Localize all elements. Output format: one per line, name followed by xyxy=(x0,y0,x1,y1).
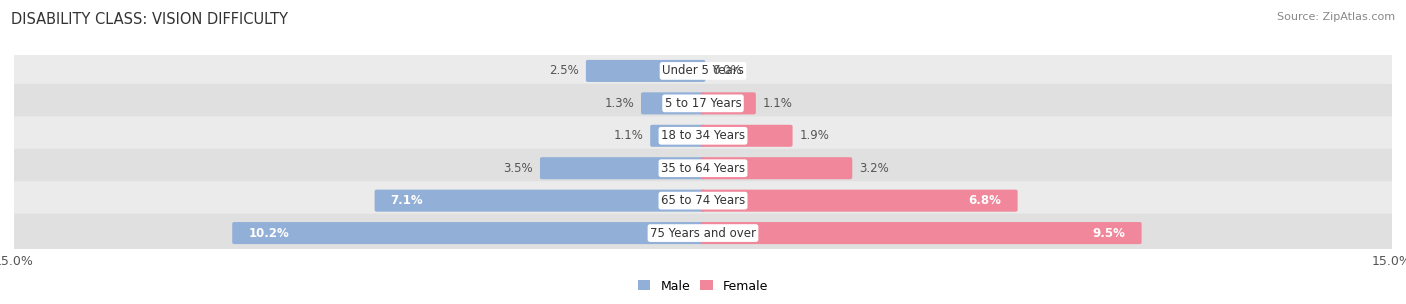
Text: 6.8%: 6.8% xyxy=(969,194,1001,207)
Text: 1.1%: 1.1% xyxy=(762,97,793,110)
Text: 2.5%: 2.5% xyxy=(550,64,579,78)
Text: 75 Years and over: 75 Years and over xyxy=(650,226,756,240)
FancyBboxPatch shape xyxy=(10,116,1396,155)
FancyBboxPatch shape xyxy=(650,125,706,147)
FancyBboxPatch shape xyxy=(700,222,1142,244)
Text: 10.2%: 10.2% xyxy=(249,226,290,240)
Text: DISABILITY CLASS: VISION DIFFICULTY: DISABILITY CLASS: VISION DIFFICULTY xyxy=(11,12,288,27)
FancyBboxPatch shape xyxy=(641,92,706,114)
Text: 1.3%: 1.3% xyxy=(605,97,634,110)
Text: 35 to 64 Years: 35 to 64 Years xyxy=(661,162,745,175)
Text: 18 to 34 Years: 18 to 34 Years xyxy=(661,129,745,142)
FancyBboxPatch shape xyxy=(700,92,756,114)
Text: Under 5 Years: Under 5 Years xyxy=(662,64,744,78)
FancyBboxPatch shape xyxy=(10,149,1396,188)
FancyBboxPatch shape xyxy=(10,51,1396,90)
FancyBboxPatch shape xyxy=(10,214,1396,253)
Text: 0.0%: 0.0% xyxy=(713,64,742,78)
FancyBboxPatch shape xyxy=(700,190,1018,212)
Text: 7.1%: 7.1% xyxy=(391,194,423,207)
FancyBboxPatch shape xyxy=(540,157,706,179)
Text: 9.5%: 9.5% xyxy=(1092,226,1126,240)
FancyBboxPatch shape xyxy=(232,222,706,244)
Legend: Male, Female: Male, Female xyxy=(633,275,773,298)
Text: 5 to 17 Years: 5 to 17 Years xyxy=(665,97,741,110)
Text: 65 to 74 Years: 65 to 74 Years xyxy=(661,194,745,207)
FancyBboxPatch shape xyxy=(374,190,706,212)
Text: 1.1%: 1.1% xyxy=(613,129,644,142)
FancyBboxPatch shape xyxy=(700,157,852,179)
Text: Source: ZipAtlas.com: Source: ZipAtlas.com xyxy=(1277,12,1395,22)
FancyBboxPatch shape xyxy=(700,125,793,147)
Text: 1.9%: 1.9% xyxy=(800,129,830,142)
FancyBboxPatch shape xyxy=(10,84,1396,123)
FancyBboxPatch shape xyxy=(10,181,1396,220)
FancyBboxPatch shape xyxy=(586,60,706,82)
Text: 3.5%: 3.5% xyxy=(503,162,533,175)
Text: 3.2%: 3.2% xyxy=(859,162,889,175)
